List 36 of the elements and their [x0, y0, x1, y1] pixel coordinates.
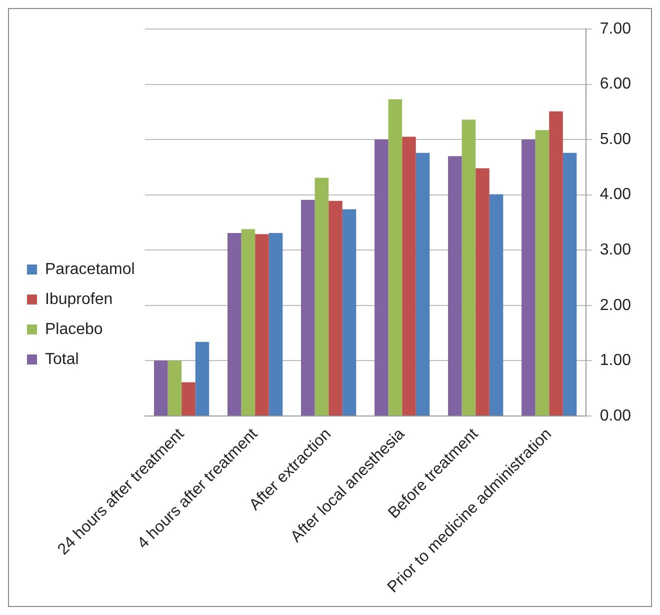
bar: [154, 360, 168, 416]
bar: [168, 360, 182, 416]
y-tick-label: 4.00: [600, 186, 632, 204]
y-tick-label: 7.00: [600, 20, 632, 38]
bar: [416, 152, 430, 416]
legend-label: Placebo: [45, 320, 103, 338]
bar: [522, 140, 536, 416]
bar: [195, 342, 210, 416]
bar: [535, 130, 550, 416]
y-tick-label: 3.00: [600, 242, 632, 259]
y-tick-label: 0.00: [600, 407, 632, 424]
bar: [241, 229, 256, 416]
bar: [374, 140, 388, 416]
bar: [448, 156, 462, 416]
bar: [462, 120, 476, 416]
bar: [476, 168, 490, 416]
bar: [402, 136, 416, 416]
bar: [342, 209, 356, 416]
bar: [549, 111, 563, 416]
bar: [489, 194, 504, 416]
bar: [301, 200, 315, 416]
legend-label: Total: [45, 350, 79, 368]
y-tick-label: 2.00: [600, 296, 632, 314]
bar: [228, 232, 242, 416]
bar: [328, 200, 342, 416]
bar: [314, 178, 329, 416]
bar: [182, 382, 196, 416]
y-tick-label: 6.00: [600, 76, 632, 93]
y-tick-label: 5.00: [600, 130, 632, 148]
legend-label: Ibuprofen: [45, 290, 113, 308]
bar: [255, 234, 269, 416]
legend-label: Paracetamol: [45, 260, 135, 278]
bar: [268, 232, 283, 416]
bar: [388, 99, 402, 416]
y-tick-label: 1.00: [600, 352, 632, 370]
bar: [562, 152, 577, 416]
